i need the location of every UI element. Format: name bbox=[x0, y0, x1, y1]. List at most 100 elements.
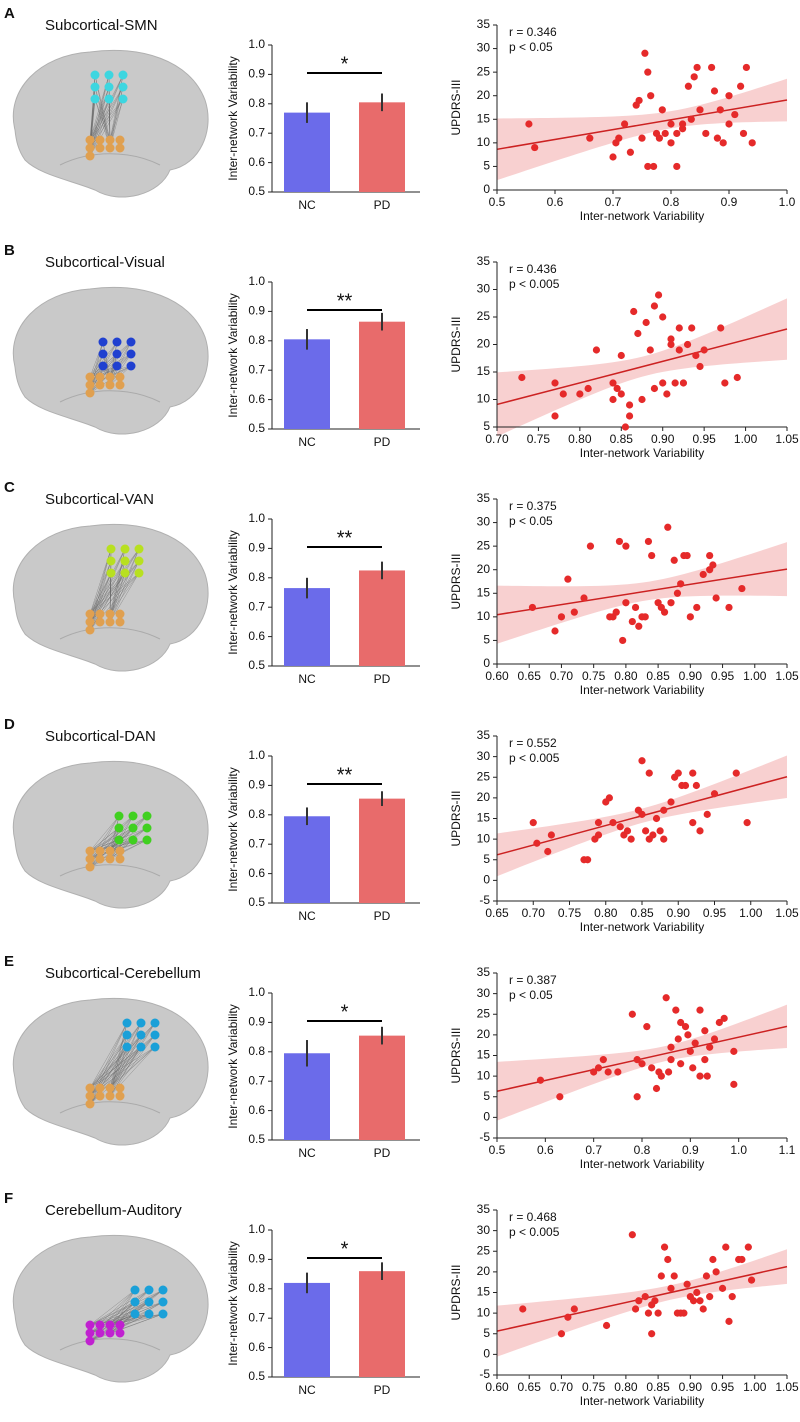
x-tick-label: 0.95 bbox=[692, 432, 716, 446]
brain-node bbox=[85, 625, 95, 635]
point bbox=[725, 603, 733, 612]
x-tick-label: 0.75 bbox=[558, 906, 582, 920]
brain-node bbox=[95, 372, 105, 382]
x-tick-label: 1.00 bbox=[743, 1380, 767, 1394]
y-tick-label: 0.6 bbox=[248, 629, 265, 643]
brain-node bbox=[105, 135, 115, 145]
point bbox=[547, 831, 555, 839]
brain-node bbox=[115, 372, 125, 382]
y-tick-label: 30 bbox=[477, 749, 491, 763]
point bbox=[638, 395, 646, 404]
point bbox=[739, 129, 748, 138]
brain-node bbox=[105, 846, 115, 856]
y-tick-label: 15 bbox=[477, 585, 491, 599]
bar-chart: 0.5 0.6 0.7 0.8 0.9 1.0 Inter-network Variabil… bbox=[226, 37, 420, 212]
connection bbox=[109, 1046, 128, 1089]
x-tick-label: NC bbox=[298, 435, 316, 449]
brain-node bbox=[136, 1042, 146, 1052]
point bbox=[731, 110, 739, 119]
point bbox=[646, 346, 654, 354]
scatter-chart: -5 0 5 10 15 20 25 30 35 UPDRS-III 0.65 0.70 0.75 0.8… bbox=[449, 728, 799, 934]
brain-node bbox=[122, 1030, 132, 1040]
x-tick-label: 0.6 bbox=[547, 195, 564, 209]
connection bbox=[89, 1046, 142, 1089]
panel-title: Cerebellum-Auditory bbox=[45, 1202, 182, 1219]
x-tick-label: 0.80 bbox=[568, 432, 592, 446]
brain-node bbox=[118, 94, 128, 104]
panel-title: Subcortical-SMN bbox=[45, 17, 158, 34]
point bbox=[657, 1272, 665, 1280]
point bbox=[650, 162, 658, 171]
brain-node bbox=[130, 1285, 140, 1295]
point bbox=[683, 340, 692, 349]
connection bbox=[89, 86, 124, 157]
y-tick-label: 0.8 bbox=[248, 1281, 265, 1295]
brain-node bbox=[105, 609, 115, 619]
panel-label: A bbox=[4, 5, 15, 22]
point bbox=[674, 769, 682, 777]
point bbox=[615, 134, 623, 142]
point bbox=[748, 139, 756, 147]
point bbox=[559, 390, 567, 398]
brain-node bbox=[134, 556, 144, 566]
brain-node bbox=[115, 846, 125, 856]
brain-image bbox=[12, 1234, 209, 1383]
y-tick-label: 15 bbox=[477, 1048, 491, 1062]
point bbox=[648, 551, 656, 560]
connection bbox=[89, 560, 112, 615]
x-tick-label: 0.80 bbox=[614, 1380, 638, 1394]
y-tick-label: 20 bbox=[477, 1027, 491, 1041]
point bbox=[674, 1035, 682, 1043]
y-tick-label: 25 bbox=[477, 309, 491, 323]
point bbox=[667, 335, 675, 343]
point bbox=[701, 1056, 709, 1064]
point bbox=[664, 1255, 672, 1264]
x-axis-label: Inter-network Variability bbox=[580, 446, 705, 460]
point bbox=[662, 994, 670, 1002]
point bbox=[663, 390, 671, 398]
y-axis-label: UPDRS-III bbox=[449, 790, 463, 846]
brain-node bbox=[85, 151, 95, 161]
brain-node bbox=[136, 1030, 146, 1040]
y-tick-label: 0.6 bbox=[248, 392, 265, 406]
fit-line bbox=[496, 1265, 788, 1332]
point bbox=[619, 636, 627, 645]
point bbox=[625, 401, 634, 409]
brain-node bbox=[104, 82, 114, 92]
brain-node bbox=[115, 135, 125, 145]
x-axis-label: Inter-network Variability bbox=[580, 683, 705, 697]
x-tick-label: NC bbox=[298, 1146, 316, 1160]
brain-node bbox=[85, 1099, 95, 1109]
point bbox=[696, 362, 704, 371]
fit-line bbox=[496, 568, 788, 616]
point bbox=[684, 1031, 692, 1039]
point bbox=[652, 1084, 661, 1093]
point bbox=[648, 1330, 656, 1338]
point bbox=[590, 1068, 598, 1076]
point bbox=[657, 1072, 665, 1080]
brain-node bbox=[85, 1320, 95, 1330]
connection bbox=[109, 1034, 156, 1089]
y-tick-label: 0.6 bbox=[248, 866, 265, 880]
point bbox=[689, 769, 697, 777]
point bbox=[638, 134, 646, 142]
point bbox=[564, 575, 572, 583]
brain-node bbox=[158, 1309, 168, 1319]
bar-chart: 0.5 0.6 0.7 0.8 0.9 1.0 Inter-network Variabil… bbox=[226, 511, 420, 686]
y-tick-label: 0.6 bbox=[248, 155, 265, 169]
connection bbox=[89, 98, 124, 141]
y-tick-label: -5 bbox=[479, 1130, 490, 1144]
point bbox=[687, 115, 695, 123]
point bbox=[733, 373, 741, 382]
brain-node bbox=[95, 617, 105, 627]
connection bbox=[89, 560, 126, 631]
point bbox=[531, 143, 539, 152]
point bbox=[696, 1072, 704, 1080]
y-tick-label: 30 bbox=[477, 41, 491, 55]
stat-annotation: r = 0.375 bbox=[509, 499, 557, 513]
point bbox=[667, 340, 675, 349]
point bbox=[738, 1255, 746, 1264]
y-axis-label: Inter-network Variability bbox=[226, 1241, 240, 1366]
y-tick-label: 0.5 bbox=[248, 895, 265, 909]
significance-mark: ** bbox=[337, 764, 353, 786]
